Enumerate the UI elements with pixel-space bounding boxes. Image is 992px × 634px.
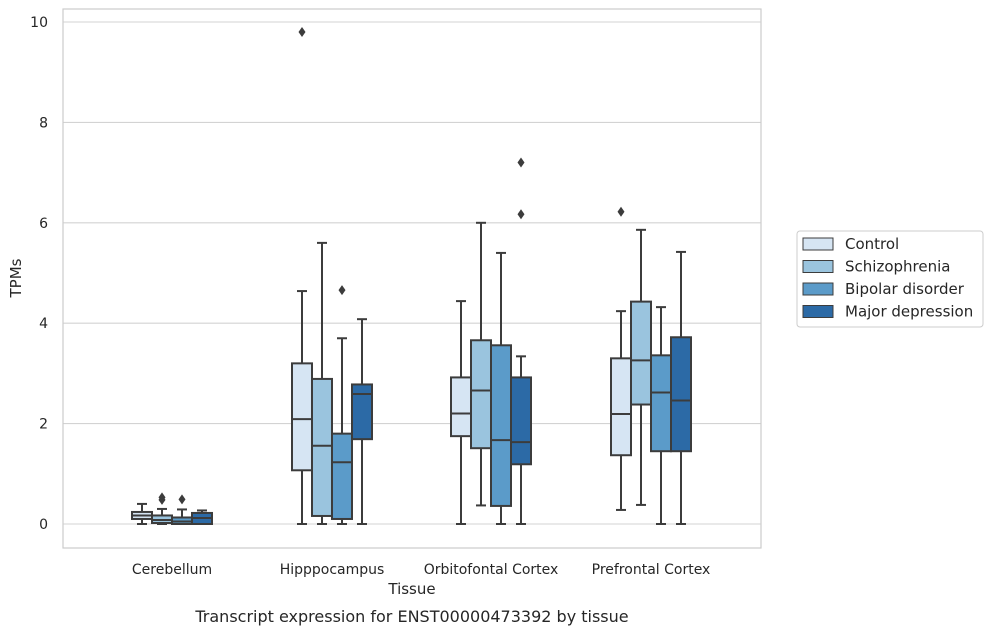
outlier-point — [517, 157, 525, 168]
plot-frame — [62, 8, 762, 549]
outlier-point — [617, 206, 625, 217]
box-body — [331, 432, 353, 520]
outlier-point — [338, 285, 346, 296]
y-tick-label: 2 — [39, 417, 48, 433]
box-body — [610, 357, 632, 457]
box-1-1 — [311, 241, 333, 525]
box-body — [351, 383, 373, 441]
box-3-0 — [610, 206, 632, 511]
box-body — [670, 336, 692, 453]
legend-frame — [796, 230, 984, 328]
y-tick-label: 10 — [30, 15, 48, 31]
box-1-2 — [331, 285, 353, 525]
box-0-1 — [151, 492, 173, 525]
box-2-2 — [490, 251, 512, 525]
box-1-3 — [351, 318, 373, 525]
legend-label: Control — [845, 235, 899, 253]
chart-caption: Transcript expression for ENST0000047339… — [194, 607, 628, 626]
box-3-1 — [630, 228, 652, 506]
x-tick-label: Orbitofontal Cortex — [424, 562, 559, 578]
box-2-0 — [450, 300, 472, 525]
y-tick-labels: 0 2 4 6 8 10 — [30, 15, 48, 533]
outlier-point — [517, 209, 525, 220]
x-tick-label: Prefrontal Cortex — [592, 562, 711, 578]
y-tick-label: 0 — [39, 517, 48, 533]
legend-swatch — [802, 237, 834, 251]
x-axis-title: Tissue — [387, 580, 435, 598]
grid-lines — [63, 21, 761, 525]
box-body — [311, 377, 333, 517]
legend-label: Major depression — [845, 303, 973, 321]
legend: Control Schizophrenia Bipolar disorder Majo… — [796, 230, 984, 328]
outlier-point — [178, 494, 186, 505]
x-tick-label: Cerebellum — [132, 562, 212, 578]
legend-swatch — [802, 305, 834, 318]
box-3-2 — [650, 306, 672, 525]
legend-swatch — [802, 260, 834, 273]
box-body — [291, 362, 313, 472]
outlier-point — [158, 492, 166, 503]
box-body — [450, 376, 472, 438]
y-tick-label: 6 — [39, 216, 48, 232]
box-body — [650, 354, 672, 453]
x-tick-labels: Cerebellum Hipppocampus Orbitofontal Corte… — [132, 562, 710, 578]
box-body — [490, 344, 512, 507]
legend-label: Bipolar disorder — [845, 280, 965, 298]
box-2-1 — [470, 221, 492, 507]
box-1-0 — [291, 27, 313, 525]
box-body — [510, 376, 532, 466]
y-axis-title: TPMs — [7, 258, 25, 298]
box-2-3 — [510, 157, 532, 525]
legend-label: Schizophrenia — [845, 258, 950, 276]
legend-swatch — [802, 282, 834, 296]
outlier-point — [298, 27, 306, 38]
box-groups — [131, 27, 692, 525]
box-body — [630, 300, 652, 406]
box-0-3 — [191, 509, 213, 525]
y-tick-label: 8 — [39, 115, 48, 131]
box-0-0 — [131, 502, 153, 525]
box-3-3 — [670, 250, 692, 525]
x-tick-label: Hipppocampus — [280, 562, 385, 578]
box-0-2 — [171, 494, 193, 525]
y-tick-label: 4 — [39, 316, 48, 332]
box-body — [470, 339, 492, 450]
